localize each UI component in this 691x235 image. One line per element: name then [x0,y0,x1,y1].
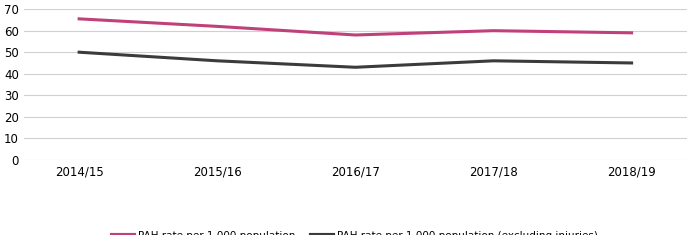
PAH rate per 1,000 population (excluding injuries) [627,62,636,64]
PAH rate per 1,000 population (excluding injuries) [75,51,84,54]
PAH rate per 1,000 population [627,31,636,34]
PAH rate per 1,000 population (excluding injuries) [213,59,221,62]
PAH rate per 1,000 population [351,34,359,36]
PAH rate per 1,000 population (excluding injuries) [351,66,359,69]
PAH rate per 1,000 population (excluding injuries) [489,59,498,62]
Line: PAH rate per 1,000 population (excluding injuries): PAH rate per 1,000 population (excluding… [79,52,632,67]
Line: PAH rate per 1,000 population: PAH rate per 1,000 population [79,19,632,35]
Legend: PAH rate per 1,000 population, PAH rate per 1,000 population (excluding injuries: PAH rate per 1,000 population, PAH rate … [108,226,603,235]
PAH rate per 1,000 population [75,17,84,20]
PAH rate per 1,000 population [489,29,498,32]
PAH rate per 1,000 population [213,25,221,28]
